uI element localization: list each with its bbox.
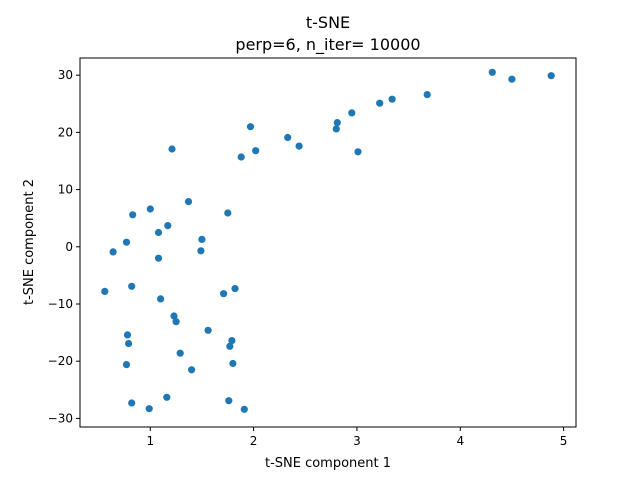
data-point [101,287,109,295]
y-tick-label: 0 [65,240,73,254]
data-point [145,405,153,413]
data-point [122,238,131,246]
data-point [157,295,165,303]
y-axis-label: t-SNE component 2 [22,179,37,305]
data-points [101,68,555,413]
data-point [237,153,245,161]
data-point [508,75,516,83]
chart-title: t-SNE [306,13,350,32]
data-point [246,123,255,131]
data-point [163,393,171,401]
y-tick-label: −20 [48,354,73,368]
data-point [128,399,136,407]
x-axis-label: t-SNE component 1 [265,456,391,471]
data-point [172,318,180,326]
data-point [197,247,205,255]
data-point [332,125,340,133]
y-tick-label: 10 [58,183,73,197]
data-point [228,337,236,345]
data-point [204,326,212,334]
data-point [376,99,384,107]
data-point [129,211,137,219]
data-point [295,142,303,150]
data-point [122,361,131,369]
y-axis-ticks: −30 −20 −10 0 10 20 30 [48,68,80,425]
x-tick-label: 5 [560,434,568,448]
x-tick-label: 3 [353,434,361,448]
data-point [547,72,555,80]
data-point [220,290,228,298]
data-point [168,145,176,153]
data-point [284,133,292,142]
data-point [224,209,232,217]
data-point [125,339,133,348]
x-tick-label: 4 [456,434,464,448]
data-point [198,235,206,243]
data-point [154,228,163,237]
x-axis-ticks: 1 2 3 4 5 [146,427,567,448]
data-point [240,405,248,413]
y-tick-label: 30 [58,68,73,82]
data-point [252,147,260,155]
x-tick-label: 1 [146,434,154,448]
data-point [188,366,196,374]
data-point [488,68,496,76]
data-point [229,359,237,368]
data-point [146,205,154,213]
data-point [176,349,184,357]
data-point [128,282,136,290]
data-point [123,331,132,339]
data-point [333,119,341,127]
y-tick-label: 20 [58,125,73,139]
data-point [184,198,193,206]
y-tick-label: −30 [48,411,73,425]
data-point [225,397,233,405]
chart-subtitle: perp=6, n_iter= 10000 [235,35,420,55]
data-point [226,342,234,350]
data-point [348,109,356,117]
data-point [164,222,172,230]
data-point [388,95,396,103]
x-tick-label: 2 [250,434,258,448]
data-point [109,248,117,256]
plot-frame [79,57,577,428]
data-point [354,148,362,156]
data-point [231,285,239,293]
y-tick-label: −10 [48,297,73,311]
data-point [423,91,431,99]
data-point [170,312,178,320]
data-point [154,254,163,262]
